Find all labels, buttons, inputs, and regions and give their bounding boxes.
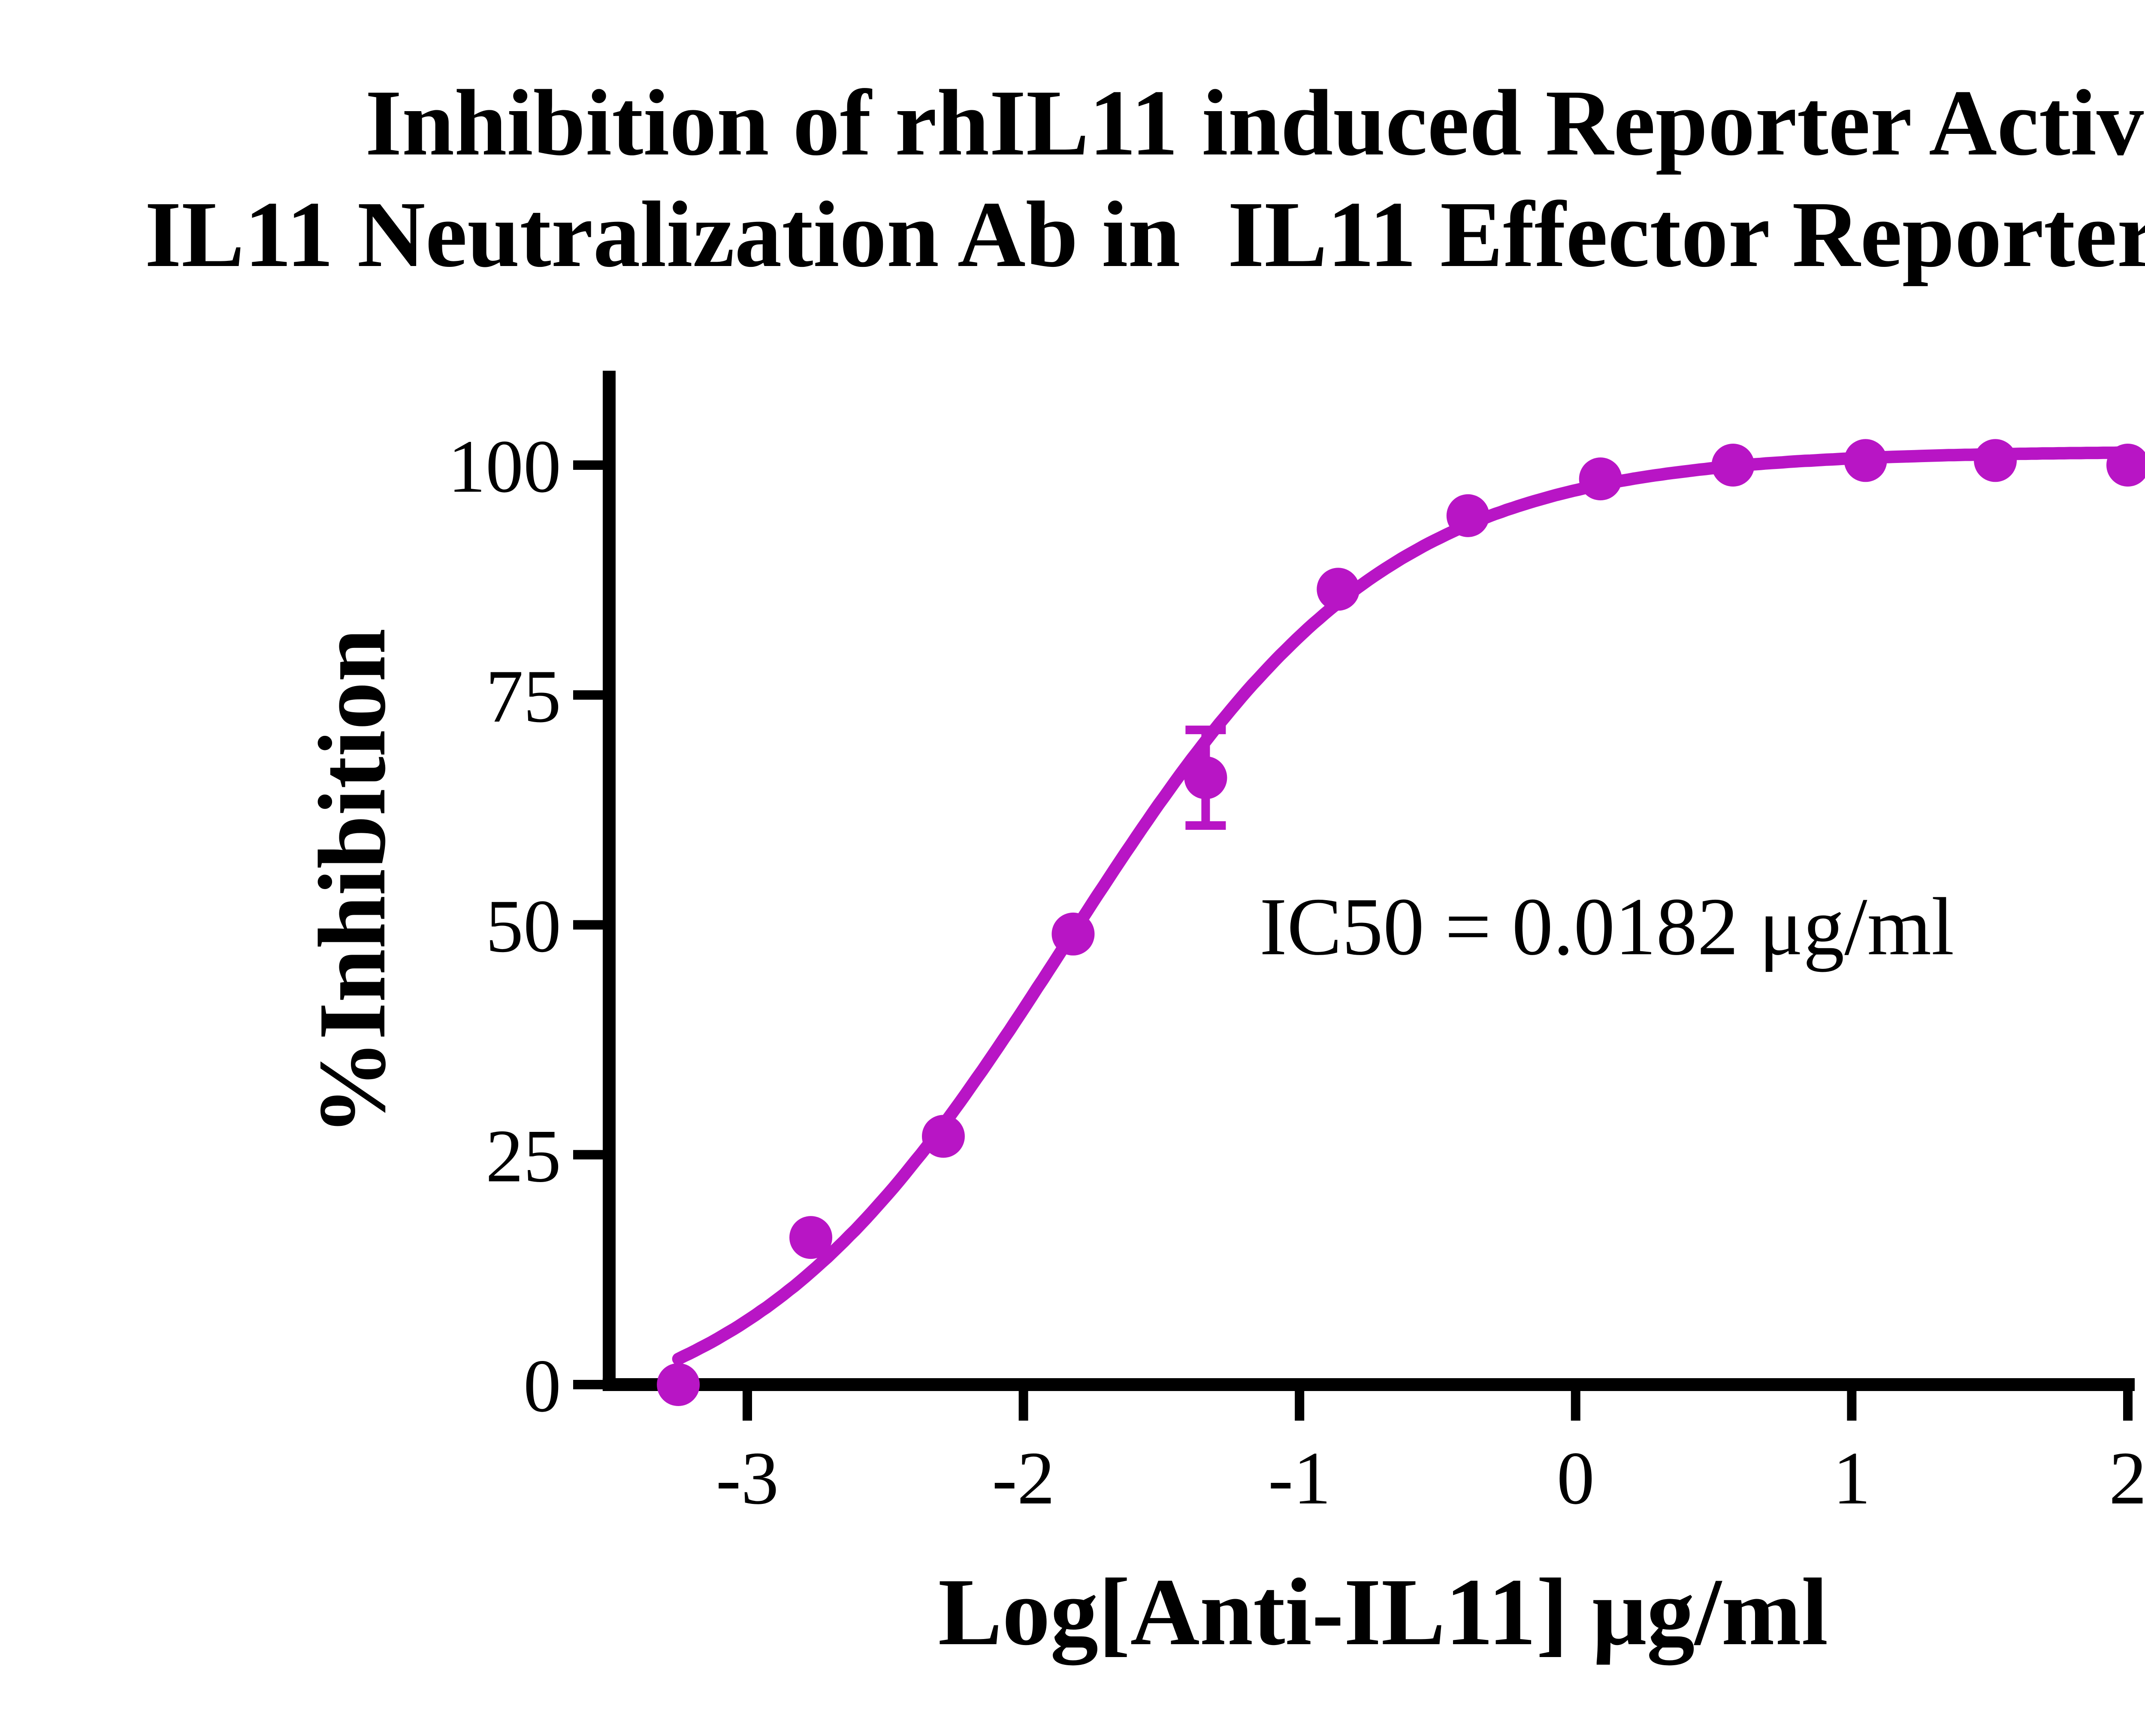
data-point xyxy=(1974,439,2017,482)
data-point xyxy=(1184,756,1227,799)
data-point xyxy=(1579,457,1622,501)
data-point xyxy=(1446,494,1489,537)
x-axis-title: Log[Anti-IL11] μg/ml xyxy=(938,1560,1828,1666)
data-point xyxy=(2106,444,2145,487)
ic50-annotation: IC50 = 0.0182 μg/ml xyxy=(1260,882,1955,973)
y-axis-title: %Inhibition xyxy=(300,628,407,1136)
y-tick-label: 100 xyxy=(448,425,561,508)
chart-title-line-2: IL11 Neutralization Ab in IL11 Effector … xyxy=(145,181,2145,287)
x-tick-label: 0 xyxy=(1557,1437,1595,1520)
data-point xyxy=(789,1216,833,1259)
data-point xyxy=(921,1115,965,1158)
y-tick-label: 50 xyxy=(486,885,561,968)
data-point xyxy=(1317,568,1360,611)
chart-title-line-1: Inhibition of rhIL11 induced Reporter Ac… xyxy=(365,70,2145,175)
data-point xyxy=(1711,444,1755,487)
x-tick-label: 1 xyxy=(1833,1437,1870,1520)
data-point xyxy=(1844,439,1887,482)
x-tick-label: 2 xyxy=(2109,1437,2145,1520)
x-tick-label: -1 xyxy=(1268,1437,1331,1520)
x-tick-label: -3 xyxy=(716,1437,779,1520)
chart-title: Inhibition of rhIL11 induced Reporter Ac… xyxy=(0,69,2145,291)
y-tick-label: 75 xyxy=(486,655,561,738)
y-tick-label: 0 xyxy=(523,1344,561,1428)
y-tick-label: 25 xyxy=(486,1114,561,1198)
data-point xyxy=(657,1363,700,1406)
x-tick-label: -2 xyxy=(992,1437,1055,1520)
data-point xyxy=(1051,912,1095,956)
